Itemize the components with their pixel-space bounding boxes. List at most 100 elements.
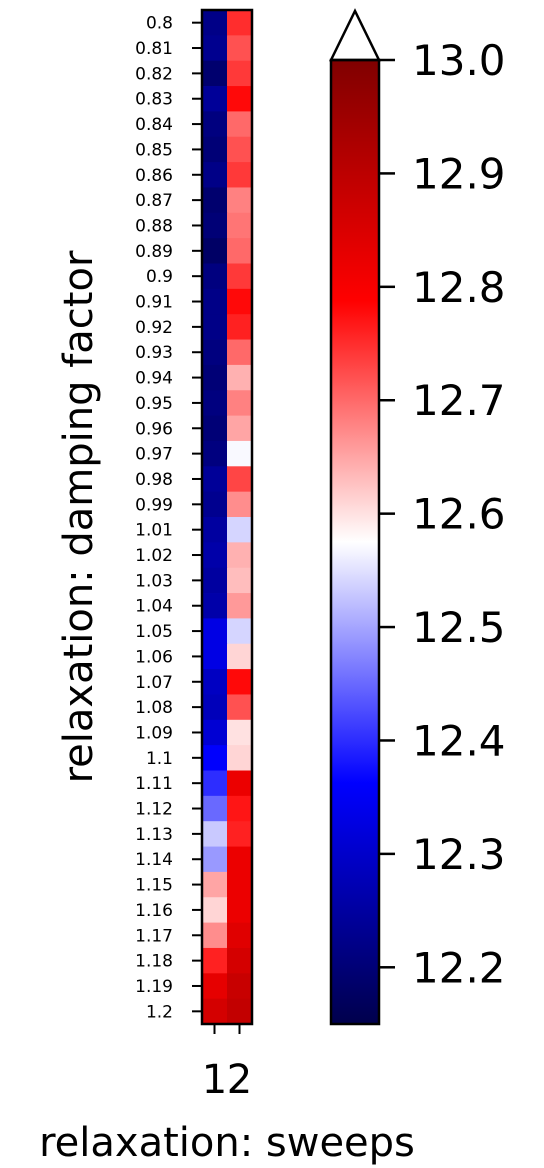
heatmap-cell	[202, 517, 228, 543]
heatmap-cell	[202, 973, 228, 1000]
y-tick-label: 0.88	[135, 216, 173, 236]
y-tick-label: 1.16	[135, 901, 173, 921]
heatmap-cell	[227, 263, 253, 290]
heatmap-cell	[227, 86, 253, 112]
heatmap-cell	[202, 466, 228, 493]
heatmap-cells	[202, 10, 253, 1025]
y-tick-label: 1.18	[135, 952, 173, 972]
heatmap-cell	[227, 60, 253, 87]
y-tick-label: 0.87	[135, 191, 173, 211]
heatmap-cell	[227, 973, 253, 1000]
heatmap-cell	[202, 745, 228, 771]
heatmap-cell	[202, 669, 228, 695]
heatmap-cell	[227, 35, 253, 62]
colorbar-tick-label: 12.5	[412, 603, 506, 652]
heatmap-cell	[202, 187, 228, 214]
heatmap-cell	[227, 618, 253, 645]
y-tick-label: 0.86	[135, 166, 173, 186]
y-tick-label: 0.84	[135, 115, 173, 135]
heatmap-cell	[202, 947, 228, 974]
y-tick-label: 1.04	[135, 597, 173, 617]
y-tick-label: 1.09	[135, 723, 173, 743]
heatmap-cell	[202, 415, 228, 442]
heatmap-cell	[202, 593, 228, 619]
y-tick-label: 0.96	[135, 419, 173, 439]
y-tick-label: 0.89	[135, 242, 173, 262]
y-tick-label: 1.12	[135, 800, 173, 820]
heatmap-cell	[202, 618, 228, 645]
colorbar-tick-label: 12.7	[412, 376, 506, 425]
colorbar-tick-label: 12.6	[412, 490, 506, 539]
colorbar-tick-label: 13.0	[412, 36, 506, 85]
heatmap-cell	[202, 111, 228, 138]
y-tick-label: 1.07	[135, 673, 173, 693]
y-tick-label: 1.06	[135, 647, 173, 667]
heatmap-cell	[202, 922, 228, 949]
y-tick-label: 0.81	[135, 39, 173, 59]
y-tick-label: 1.1	[146, 749, 173, 769]
heatmap-cell	[202, 314, 228, 340]
y-tick-label: 0.92	[135, 318, 173, 338]
colorbar: 12.2 12.3 12.4 12.5 12.6 12.7 12.8 12.9 13.0	[328, 8, 506, 1026]
heatmap-cell	[227, 517, 253, 543]
heatmap-cell	[202, 136, 228, 163]
heatmap-cell	[227, 745, 253, 771]
colorbar-tick-label: 12.9	[412, 149, 506, 198]
heatmap-cell	[202, 846, 228, 873]
heatmap-cell	[227, 415, 253, 442]
y-tick-label: 1.01	[135, 521, 173, 541]
colorbar-frame	[329, 58, 381, 1026]
y-tick-label: 1.11	[135, 774, 173, 794]
heatmap-cell	[227, 542, 253, 569]
colorbar-tick-label: 12.8	[412, 263, 506, 312]
y-tick-label: 0.83	[135, 90, 173, 110]
heatmap-cell	[202, 567, 228, 594]
y-tick-label: 1.14	[135, 850, 173, 870]
colorbar-fill	[331, 60, 379, 1024]
heatmap-cell	[202, 86, 228, 112]
heatmap-cell	[202, 263, 228, 290]
heatmap-cell	[227, 339, 253, 366]
heatmap-cell	[202, 795, 228, 822]
heatmap-cell	[227, 466, 253, 493]
heatmap-cell	[227, 136, 253, 163]
colorbar-tick-label: 12.3	[412, 830, 506, 879]
heatmap-cell	[227, 770, 253, 797]
heatmap-cell	[202, 694, 228, 721]
heatmap-cell	[227, 846, 253, 873]
heatmap-cell	[227, 288, 253, 315]
heatmap-cell	[202, 491, 228, 518]
heatmap-cell	[227, 821, 253, 847]
heatmap-cell	[202, 212, 228, 239]
y-tick-label: 0.98	[135, 470, 173, 490]
y-tick-label: 0.85	[135, 140, 173, 160]
heatmap-cell	[227, 212, 253, 239]
heatmap-frame	[200, 8, 254, 1026]
y-tick-label: 1.15	[135, 876, 173, 896]
y-tick-label: 1.05	[135, 622, 173, 642]
y-axis-ticks: 0.8 0.81 0.82 0.83 0.84 0.85 0.86 0.87 0.88 0.89 0…	[135, 14, 202, 1022]
y-tick-label: 0.9	[146, 267, 173, 287]
y-tick-label: 1.08	[135, 698, 173, 718]
heatmap-cell	[202, 60, 228, 87]
y-tick-label: 0.93	[135, 343, 173, 363]
heatmap-cell	[227, 643, 253, 670]
heatmap-cell	[227, 187, 253, 214]
heatmap-cell	[202, 821, 228, 847]
y-tick-label: 1.13	[135, 825, 173, 845]
heatmap-cell	[227, 314, 253, 340]
y-tick-label: 1.19	[135, 977, 173, 997]
heatmap-cell	[227, 364, 253, 391]
heatmap-cell	[202, 719, 228, 746]
heatmap-cell	[202, 10, 228, 36]
y-tick-label: 1.02	[135, 546, 173, 566]
y-tick-label: 1.03	[135, 571, 173, 591]
heatmap-cell	[227, 162, 253, 188]
heatmap-cell	[227, 922, 253, 949]
heatmap-cell	[227, 669, 253, 695]
heatmap-cell	[202, 770, 228, 797]
heatmap-cell	[202, 643, 228, 670]
y-tick-label: 0.95	[135, 394, 173, 414]
heatmap-cell	[202, 390, 228, 416]
